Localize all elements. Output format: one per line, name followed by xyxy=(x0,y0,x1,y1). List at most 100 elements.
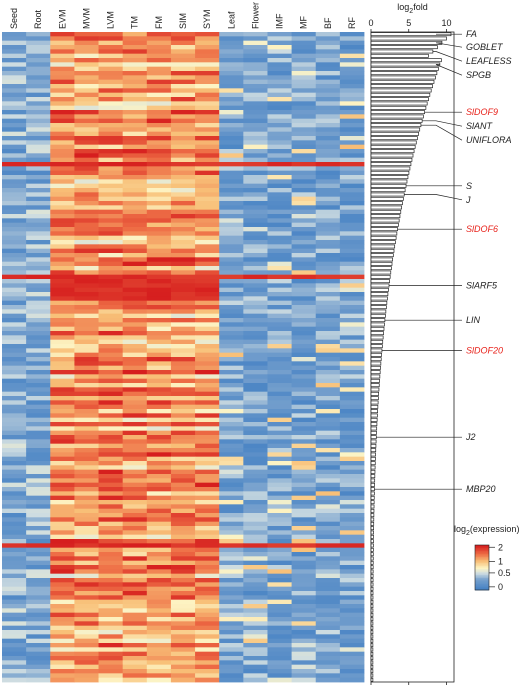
heatmap-cell xyxy=(219,205,244,211)
fold-bar xyxy=(370,66,439,71)
fold-bar xyxy=(370,578,374,583)
heatmap-cell xyxy=(291,452,317,458)
heatmap-cell xyxy=(195,370,220,375)
heatmap-cell xyxy=(219,235,244,241)
heatmap-cell xyxy=(98,92,124,98)
heatmap-cell xyxy=(315,114,341,120)
heatmap-cell xyxy=(219,88,244,94)
heatmap-cell xyxy=(122,547,148,553)
fold-bar xyxy=(370,79,435,84)
fold-bar xyxy=(370,40,443,45)
column-label-imf: IMF xyxy=(275,13,285,29)
heatmap-cell xyxy=(122,201,148,206)
heatmap-cell xyxy=(74,578,99,583)
heatmap-cell xyxy=(315,62,341,68)
heatmap-cell xyxy=(98,461,124,466)
heatmap-cell xyxy=(26,422,51,427)
heatmap-cell xyxy=(219,573,244,579)
heatmap-cell xyxy=(26,365,51,371)
heatmap-cell xyxy=(74,222,99,228)
heatmap-cell xyxy=(98,244,124,250)
heatmap-cell xyxy=(26,604,51,609)
heatmap-cell xyxy=(291,84,317,89)
heatmap-cell xyxy=(98,153,124,159)
fold-bar xyxy=(370,179,408,184)
heatmap-cell xyxy=(122,543,148,549)
heatmap-cell xyxy=(315,604,341,609)
heatmap-cell xyxy=(291,474,317,479)
heatmap-cell xyxy=(243,240,268,245)
heatmap-cell xyxy=(195,495,220,501)
heatmap-cell xyxy=(267,339,292,345)
heatmap-cell xyxy=(122,214,148,219)
heatmap-cell xyxy=(267,84,292,89)
heatmap-cell xyxy=(98,595,124,601)
heatmap-cell xyxy=(243,504,268,510)
heatmap-cell xyxy=(170,240,196,245)
heatmap-cell xyxy=(98,300,124,306)
heatmap-cell xyxy=(195,586,220,592)
heatmap-cell xyxy=(146,526,172,531)
heatmap-cell xyxy=(98,131,124,137)
heatmap-cell xyxy=(315,274,341,280)
heatmap-cell xyxy=(74,205,99,211)
heatmap-cell xyxy=(98,539,124,544)
heatmap-cell xyxy=(2,300,27,306)
heatmap-cell xyxy=(243,157,268,163)
heatmap-cell xyxy=(315,322,341,328)
heatmap-cell xyxy=(315,110,341,115)
heatmap-cell xyxy=(195,560,220,566)
heatmap-cell xyxy=(267,573,292,579)
heatmap-cell xyxy=(122,88,148,94)
heatmap-cell xyxy=(146,391,172,397)
heatmap-cell xyxy=(315,92,341,98)
column-label-sym: SYM xyxy=(202,9,212,29)
heatmap-cell xyxy=(122,526,148,531)
heatmap-cell xyxy=(26,157,51,163)
heatmap-cell xyxy=(146,244,172,250)
heatmap-cell xyxy=(219,482,244,488)
heatmap-cell xyxy=(170,179,196,185)
fold-bar xyxy=(370,526,374,531)
heatmap-cell xyxy=(146,560,172,566)
heatmap-cell xyxy=(74,573,99,579)
heatmap-cell xyxy=(243,547,268,553)
heatmap-cell xyxy=(26,296,51,302)
fold-bar xyxy=(370,656,374,661)
heatmap-cell xyxy=(146,370,172,375)
heatmap-cell xyxy=(74,32,99,37)
heatmap-cell xyxy=(146,274,172,280)
heatmap-cell xyxy=(291,651,317,657)
heatmap-cell xyxy=(339,491,365,497)
heatmap-cell xyxy=(50,630,75,635)
heatmap-cell xyxy=(291,32,317,37)
heatmap-cell xyxy=(74,660,99,666)
heatmap-cell xyxy=(2,638,27,644)
heatmap-cell xyxy=(243,131,268,137)
heatmap-cell xyxy=(267,521,292,527)
heatmap-cell xyxy=(2,465,27,471)
heatmap-cell xyxy=(315,331,341,336)
heatmap-cell xyxy=(146,656,172,661)
heatmap-cell xyxy=(98,309,124,315)
heatmap-cell xyxy=(291,621,317,627)
heatmap-cell xyxy=(291,400,317,406)
heatmap-cell xyxy=(339,673,365,679)
heatmap-cell xyxy=(339,530,365,536)
gene-label-sldof6: SlDOF6 xyxy=(466,224,498,234)
heatmap-cell xyxy=(2,274,27,280)
heatmap-cell xyxy=(26,404,51,410)
heatmap-cell xyxy=(2,75,27,81)
heatmap-cell xyxy=(26,643,51,648)
heatmap-cell xyxy=(291,36,317,42)
heatmap-cell xyxy=(267,209,292,215)
heatmap-cell xyxy=(26,287,51,293)
heatmap-cell xyxy=(339,504,365,510)
heatmap-cell xyxy=(339,669,365,674)
heatmap-cell xyxy=(339,469,365,475)
heatmap-cell xyxy=(50,235,75,241)
heatmap-cell xyxy=(339,378,365,384)
fold-bar xyxy=(370,149,415,154)
heatmap-cell xyxy=(2,556,27,562)
heatmap-cell xyxy=(74,123,99,128)
